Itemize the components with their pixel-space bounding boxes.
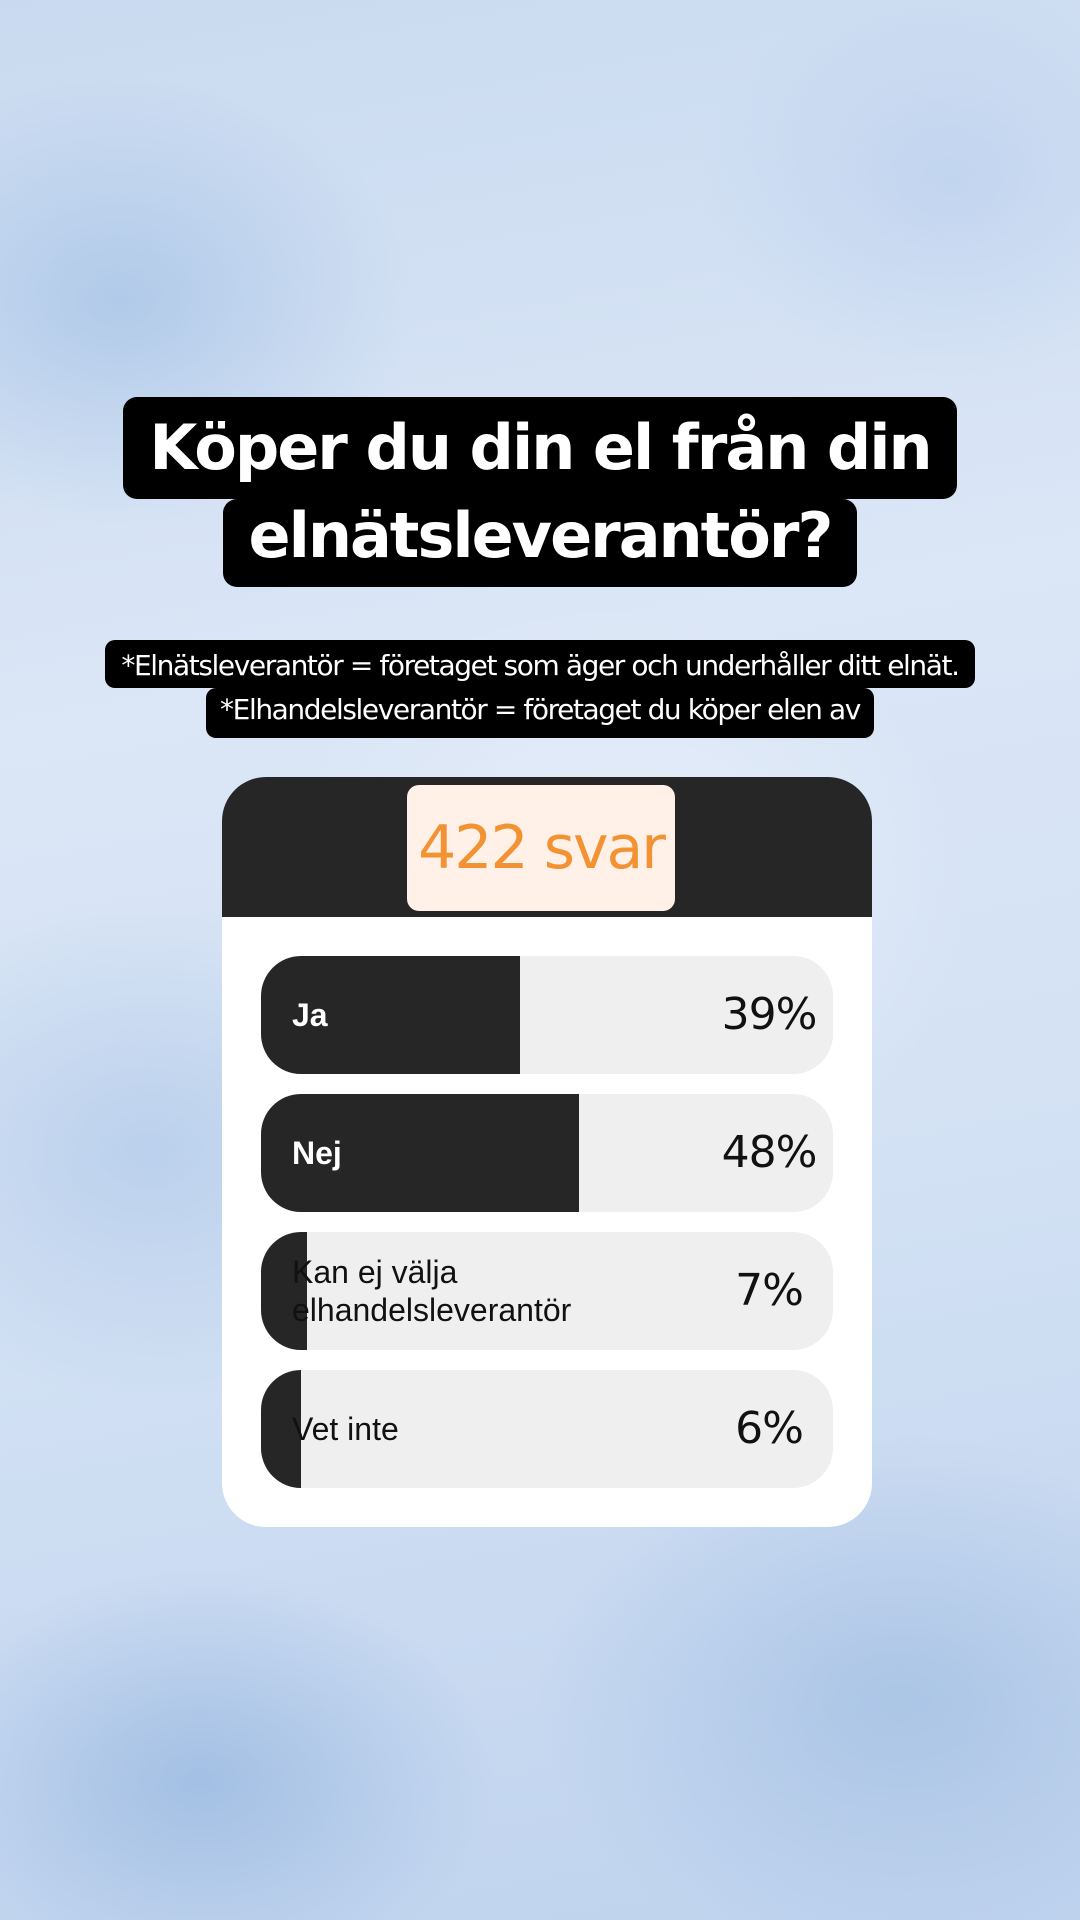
poll-option-percent: 48%: [721, 1127, 818, 1178]
definition-note-line-2: *Elhandelsleverantör = företaget du köpe…: [206, 688, 874, 738]
poll-option-bar-fill: [261, 1232, 307, 1350]
definition-note: *Elnätsleverantör = företaget som äger o…: [0, 640, 1080, 738]
poll-option-nej: Nej 48%: [261, 1094, 833, 1212]
poll-option-label: Nej: [292, 1135, 342, 1171]
poll-option-bar-fill: [261, 1094, 579, 1212]
poll-option-kan-ej-valja: Kan ej välja elhandelsleverantör 7%: [261, 1232, 833, 1350]
question-title-line-2: elnätsleverantör?: [222, 499, 858, 587]
question-title: Köper du din el från din elnätsleverantö…: [0, 397, 1080, 587]
poll-option-percent: 39%: [721, 989, 818, 1040]
poll-option-percent: 7%: [735, 1265, 804, 1316]
poll-results-card: 422 svar Ja 39% Nej 48% Kan ej välja elh…: [222, 777, 872, 1527]
question-title-line-1: Köper du din el från din: [123, 397, 957, 499]
poll-option-label: Kan ej välja elhandelsleverantör: [292, 1254, 572, 1328]
poll-option-percent: 6%: [735, 1403, 804, 1454]
poll-option-bar-fill: [261, 1370, 301, 1488]
poll-options-list: Ja 39% Nej 48% Kan ej välja elhandelslev…: [261, 956, 833, 1508]
response-count: 422 svar: [407, 785, 675, 911]
poll-option-vet-inte: Vet inte 6%: [261, 1370, 833, 1488]
poll-card-header: 422 svar: [222, 777, 872, 917]
poll-option-label: Ja: [292, 997, 328, 1033]
definition-note-line-1: *Elnätsleverantör = företaget som äger o…: [105, 640, 975, 688]
poll-option-label: Vet inte: [292, 1411, 399, 1447]
poll-option-bar-fill: [261, 956, 520, 1074]
poll-option-ja: Ja 39%: [261, 956, 833, 1074]
